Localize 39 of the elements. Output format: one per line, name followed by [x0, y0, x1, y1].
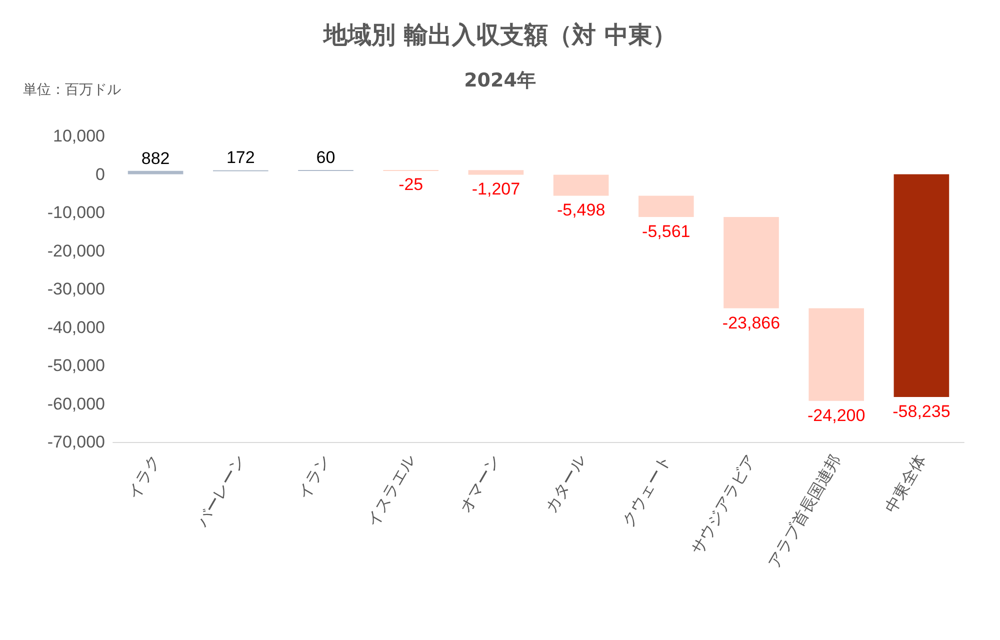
y-tick-label: -60,000 — [47, 394, 105, 414]
y-tick-label: 10,000 — [53, 126, 105, 146]
data-label: 60 — [316, 148, 336, 167]
data-label: -5,561 — [642, 222, 690, 241]
data-label: -24,200 — [808, 406, 866, 425]
data-label: -1,207 — [472, 180, 520, 199]
x-tick-label: イラン — [294, 451, 334, 502]
y-tick-label: -40,000 — [47, 318, 105, 337]
x-tick-label: バーレーン — [192, 451, 249, 531]
data-label: -25 — [398, 175, 424, 194]
y-tick-label: 0 — [96, 164, 105, 184]
x-tick-label: クウェート — [618, 451, 674, 530]
bar — [128, 170, 184, 174]
chart-subtitle: 2024年 — [464, 70, 536, 92]
y-tick-label: -30,000 — [47, 280, 105, 298]
y-tick-label: -10,000 — [47, 203, 105, 222]
text: 単位：百万ドル — [23, 82, 121, 98]
y-tick-label: -50,000 — [47, 356, 105, 375]
data-label: -5,498 — [556, 200, 606, 220]
x-tick-label: サウジアラビア — [687, 451, 760, 558]
bar — [553, 174, 609, 196]
x-tick-label: イスラエル — [362, 451, 420, 530]
data-label: 172 — [226, 148, 255, 168]
data-label: -58,235 — [892, 402, 950, 421]
x-tick-label: アラブ首長国連邦 — [764, 451, 845, 572]
y-tick-label: -20,000 — [47, 241, 105, 260]
chart-title: 地域別 輸出入収支額（対 中東） — [322, 21, 676, 49]
x-tick-label: イラク — [123, 451, 164, 502]
bar — [808, 308, 864, 401]
x-tick-label: カタール — [540, 451, 590, 516]
bar — [638, 196, 694, 217]
x-tick-label: 中東全体 — [881, 451, 930, 516]
bar — [894, 174, 950, 397]
bar — [724, 217, 779, 308]
data-label: -23,866 — [722, 313, 780, 332]
y-tick-label: -70,000 — [47, 432, 105, 452]
bar — [468, 170, 524, 175]
data-label: 882 — [141, 148, 170, 168]
x-tick-label: オマーン — [456, 451, 504, 516]
